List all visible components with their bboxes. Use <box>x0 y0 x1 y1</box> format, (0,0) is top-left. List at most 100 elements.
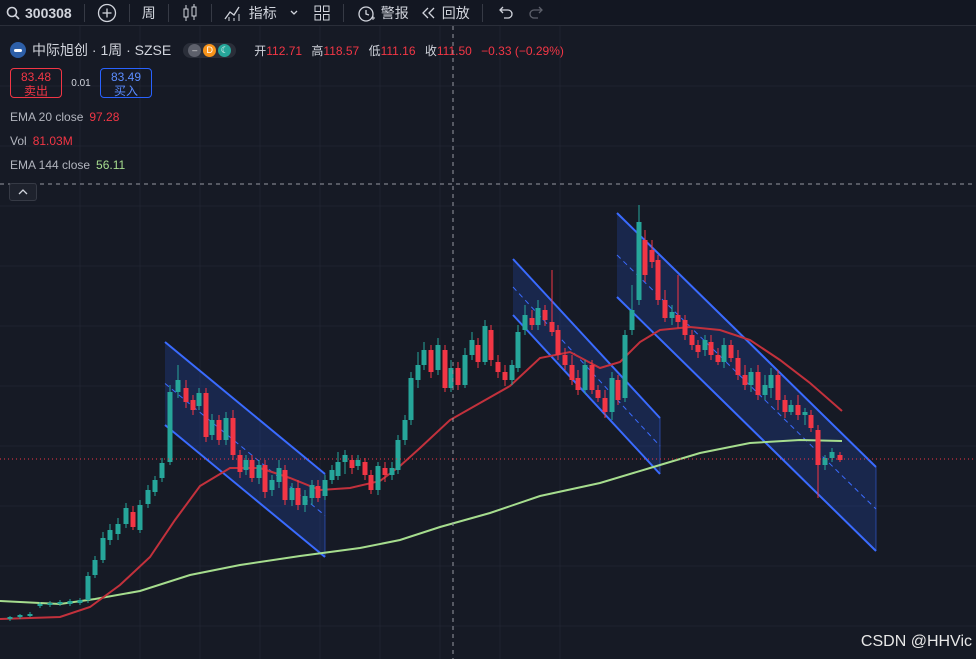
toolbar-divider <box>210 3 212 22</box>
interval-button[interactable]: 周 <box>136 0 162 25</box>
top-toolbar: 300308 周 指标 警报 回放 <box>0 0 976 26</box>
chart-title: 中际旭创 · 1周 · SZSE <box>32 42 172 58</box>
sell-button[interactable]: 83.48 卖出 <box>10 68 62 98</box>
candle-up <box>123 508 129 524</box>
candle-up <box>421 350 427 365</box>
candle-up <box>47 603 53 605</box>
chart-pane[interactable] <box>0 26 976 659</box>
minus-icon: – <box>188 43 202 57</box>
candle-down <box>735 358 741 375</box>
indicator-ema20[interactable]: EMA 20 close 97.28 <box>10 110 119 124</box>
sell-price: 83.48 <box>20 70 52 84</box>
buy-button[interactable]: 83.49 买入 <box>100 68 152 98</box>
candle-up <box>748 372 754 385</box>
rewind-icon <box>421 7 435 18</box>
symbol-search[interactable]: 300308 <box>0 0 78 25</box>
candle-down <box>295 488 301 505</box>
candle-down <box>775 375 781 400</box>
candle-up <box>402 420 408 440</box>
undo-button[interactable] <box>489 0 521 25</box>
candle-up <box>829 452 835 458</box>
candle-up <box>788 405 794 412</box>
change-value: −0.33 (−0.29%) <box>481 43 564 58</box>
candle-down <box>808 415 814 428</box>
candle-up <box>196 393 202 406</box>
candle-down <box>455 368 461 385</box>
alert-label: 警报 <box>380 4 409 21</box>
low-value: 111.16 <box>380 43 416 58</box>
legend-title-row: 中际旭创 · 1周 · SZSE – D ☾ 开112.71 高118.57 低… <box>10 40 570 60</box>
candle-up <box>137 505 143 530</box>
layout-button[interactable] <box>307 0 337 25</box>
status-badges: – D ☾ <box>183 42 237 58</box>
candle-up <box>482 326 488 362</box>
candle-down <box>782 400 788 412</box>
collapse-legend-button[interactable] <box>9 183 37 201</box>
price-chart[interactable] <box>0 26 976 659</box>
candle-up <box>152 480 158 492</box>
candle-down <box>130 512 136 527</box>
channel-lower-line <box>616 296 877 552</box>
watermark: CSDN @HHVic <box>860 633 972 650</box>
indicator-ema144[interactable]: EMA 144 close 56.11 <box>10 158 125 172</box>
undo-icon <box>498 6 513 19</box>
indicator-name: EMA 20 close <box>10 110 84 124</box>
candle-down <box>755 372 761 395</box>
candle-up <box>609 378 615 412</box>
chart-type-button[interactable] <box>175 0 205 25</box>
trade-panel: 83.48 卖出 0.01 83.49 买入 <box>10 68 152 98</box>
candle-down <box>569 365 575 380</box>
candle-up <box>289 488 295 500</box>
candle-up <box>67 601 73 604</box>
indicator-value: 81.03M <box>32 134 73 148</box>
candle-down <box>502 372 508 380</box>
candle-down <box>529 318 535 325</box>
candle-up <box>276 468 282 482</box>
ema20-line <box>0 325 843 620</box>
indicator-value: 56.11 <box>96 158 126 172</box>
high-value: 118.57 <box>323 43 360 58</box>
alert-button[interactable]: 警报 <box>350 0 415 25</box>
candle-up <box>175 380 181 392</box>
redo-button[interactable] <box>521 0 553 25</box>
candle-up <box>159 463 165 478</box>
buy-label: 买入 <box>113 84 138 98</box>
candle-down <box>315 486 321 498</box>
candle-up <box>7 617 13 619</box>
indicator-name: Vol <box>10 134 27 148</box>
candle-up <box>636 222 642 300</box>
low-label: 低 <box>368 43 381 58</box>
candle-down <box>795 405 801 415</box>
candle-up <box>669 312 675 318</box>
indicators-icon <box>224 6 240 21</box>
candle-up <box>100 538 106 560</box>
candle-up <box>509 365 515 380</box>
high-label: 高 <box>311 43 324 58</box>
candle-up <box>768 375 774 388</box>
candle-up <box>582 365 588 390</box>
indicators-button[interactable]: 指标 <box>218 0 307 25</box>
candle-down <box>249 460 255 478</box>
candle-down <box>728 345 734 358</box>
candle-down <box>562 355 568 365</box>
candle-down <box>589 365 595 390</box>
redo-icon <box>529 6 543 19</box>
compare-button[interactable] <box>91 0 123 25</box>
indicator-volume[interactable]: Vol 81.03M <box>10 134 73 148</box>
toolbar-divider <box>342 3 344 22</box>
candle-down <box>382 468 388 475</box>
candle-up <box>77 600 83 603</box>
candle-down <box>216 420 222 440</box>
candle-down <box>428 350 434 372</box>
channel-upper-line <box>164 341 326 475</box>
candle-up <box>415 365 421 380</box>
replay-button[interactable]: 回放 <box>415 0 476 25</box>
candle-down <box>362 462 368 475</box>
candle-down <box>495 362 501 372</box>
legend: 中际旭创 · 1周 · SZSE – D ☾ 开112.71 高118.57 低… <box>10 40 570 60</box>
chevron-down-icon[interactable] <box>277 6 301 20</box>
moon-icon: ☾ <box>218 43 232 57</box>
candle-up <box>145 490 151 504</box>
indicator-value: 97.28 <box>89 110 120 124</box>
candle-up <box>243 460 249 470</box>
